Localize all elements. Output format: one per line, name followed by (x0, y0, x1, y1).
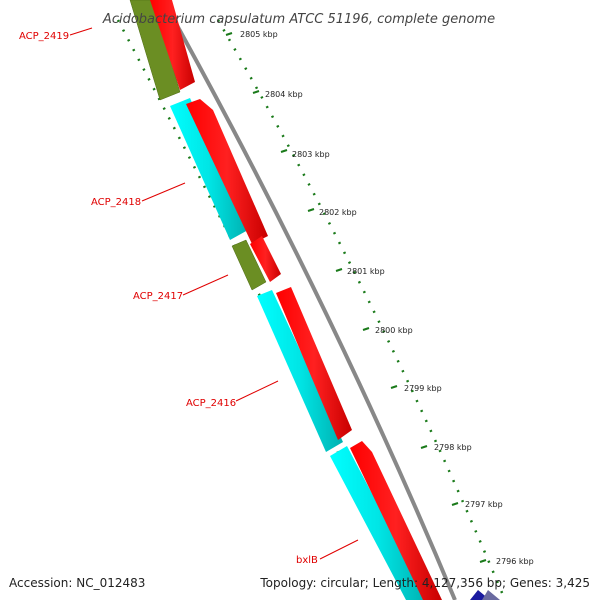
tick-label: 2803 kbp (292, 150, 330, 159)
reverse-strand-features (129, 0, 428, 600)
genome-backbone (161, 0, 457, 600)
forward-cds-4[interactable] (276, 287, 352, 440)
tick-label: 2805 kbp (240, 30, 278, 39)
gray-blue-feature (482, 590, 500, 600)
gene-ACP_2418-feature[interactable] (170, 98, 248, 240)
tick-label: 2802 kbp (319, 208, 357, 217)
map-title: Acidobacterium capsulatum ATCC 51196, co… (102, 12, 495, 27)
accession-text: Accession: NC_012483 (9, 576, 145, 590)
gene-label: ACP_2418 (91, 197, 141, 208)
gene-ACP_2419-feature[interactable] (129, 0, 181, 101)
tick-label: 2804 kbp (265, 90, 303, 99)
tick-label: 2796 kbp (496, 557, 534, 566)
tick-label: 2800 kbp (375, 326, 413, 335)
tick-labels: 2805 kbp 2804 kbp 2803 kbp 2802 kbp 2801… (240, 30, 534, 566)
forward-cds-1[interactable] (150, 0, 195, 90)
label-connectors (69, 27, 359, 560)
forward-cds-5[interactable] (350, 441, 442, 600)
tick-label: 2797 kbp (465, 500, 503, 509)
gene-label: bxlB (296, 555, 318, 566)
forward-cds-2[interactable] (186, 99, 268, 244)
gene-ACP_2416-feature[interactable] (257, 290, 343, 452)
tick-marks (225, 32, 487, 563)
gene-labels: ACP_2419 ACP_2418 ACP_2417 ACP_2416 bxlB (19, 31, 318, 566)
tick-label: 2801 kbp (347, 267, 385, 276)
forward-cds-3[interactable] (250, 236, 281, 282)
genome-summary-text: Topology: circular; Length: 4,127,356 bp… (259, 576, 590, 590)
gene-ACP_2417-feature[interactable] (231, 239, 267, 291)
gene-label: ACP_2416 (186, 398, 236, 409)
forward-strand-features (150, 0, 442, 600)
tick-label: 2799 kbp (404, 384, 442, 393)
tick-label: 2798 kbp (434, 443, 472, 452)
gene-label: ACP_2417 (133, 291, 183, 302)
gene-label: ACP_2419 (19, 31, 69, 42)
gene-bxlB-feature[interactable] (330, 446, 428, 600)
